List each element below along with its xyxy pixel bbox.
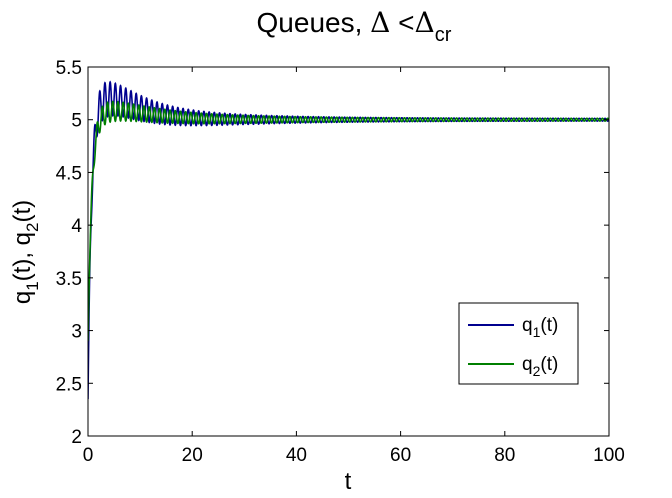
y-tick-label: 3.5 xyxy=(56,269,82,290)
x-tick-label: 20 xyxy=(182,445,203,466)
y-tick-label: 4 xyxy=(71,216,82,237)
chart-title-delta2: Δ xyxy=(415,6,435,39)
y-axis-label-sub1: 1 xyxy=(23,281,42,290)
chart-title-lt: < xyxy=(390,7,414,38)
chart-title: Queues, Δ <Δcr xyxy=(257,6,452,46)
x-tick-label: 40 xyxy=(286,445,307,466)
x-axis-ticks: 0 20 40 60 80 100 xyxy=(83,67,625,466)
series-line-q2 xyxy=(88,100,609,342)
y-axis-label-q: q xyxy=(9,291,36,304)
legend-box xyxy=(458,302,579,385)
y-axis-label: q1(t), q2(t) xyxy=(9,200,42,304)
legend: q1(t) q2(t) xyxy=(458,302,579,385)
y-axis-label-end: (t) xyxy=(9,200,36,223)
series-group xyxy=(88,80,609,400)
legend-label-q1-sub: 1 xyxy=(533,324,541,340)
y-axis-label-sub2: 2 xyxy=(23,223,42,232)
legend-label-q2-end: (t) xyxy=(540,354,558,375)
y-tick-label: 5 xyxy=(71,111,82,132)
plot-frame xyxy=(87,66,610,437)
y-axis-ticks: 2 2.5 3 3.5 4 4.5 5 5.5 xyxy=(56,58,609,448)
y-tick-label: 2 xyxy=(71,427,82,448)
chart-title-sub: cr xyxy=(435,24,452,46)
x-axis-label: t xyxy=(345,468,352,495)
legend-label-q2: q2(t) xyxy=(522,354,558,379)
y-axis-label-mid: (t), q xyxy=(9,232,36,281)
chart-title-delta: Δ xyxy=(370,6,390,39)
x-tick-label: 100 xyxy=(593,445,625,466)
y-tick-label: 4.5 xyxy=(56,163,82,184)
chart-title-main: Queues, xyxy=(257,7,371,38)
x-tick-label: 80 xyxy=(494,445,515,466)
legend-label-q1-q: q xyxy=(522,315,533,336)
legend-label-q1: q1(t) xyxy=(522,315,558,340)
x-tick-label: 60 xyxy=(390,445,411,466)
legend-label-q1-end: (t) xyxy=(540,315,558,336)
y-tick-label: 3 xyxy=(71,322,82,343)
legend-label-q2-sub: 2 xyxy=(533,363,541,379)
legend-label-q2-q: q xyxy=(522,354,533,375)
y-tick-label: 5.5 xyxy=(56,58,82,79)
x-tick-label: 0 xyxy=(83,445,94,466)
y-tick-label: 2.5 xyxy=(56,374,82,395)
